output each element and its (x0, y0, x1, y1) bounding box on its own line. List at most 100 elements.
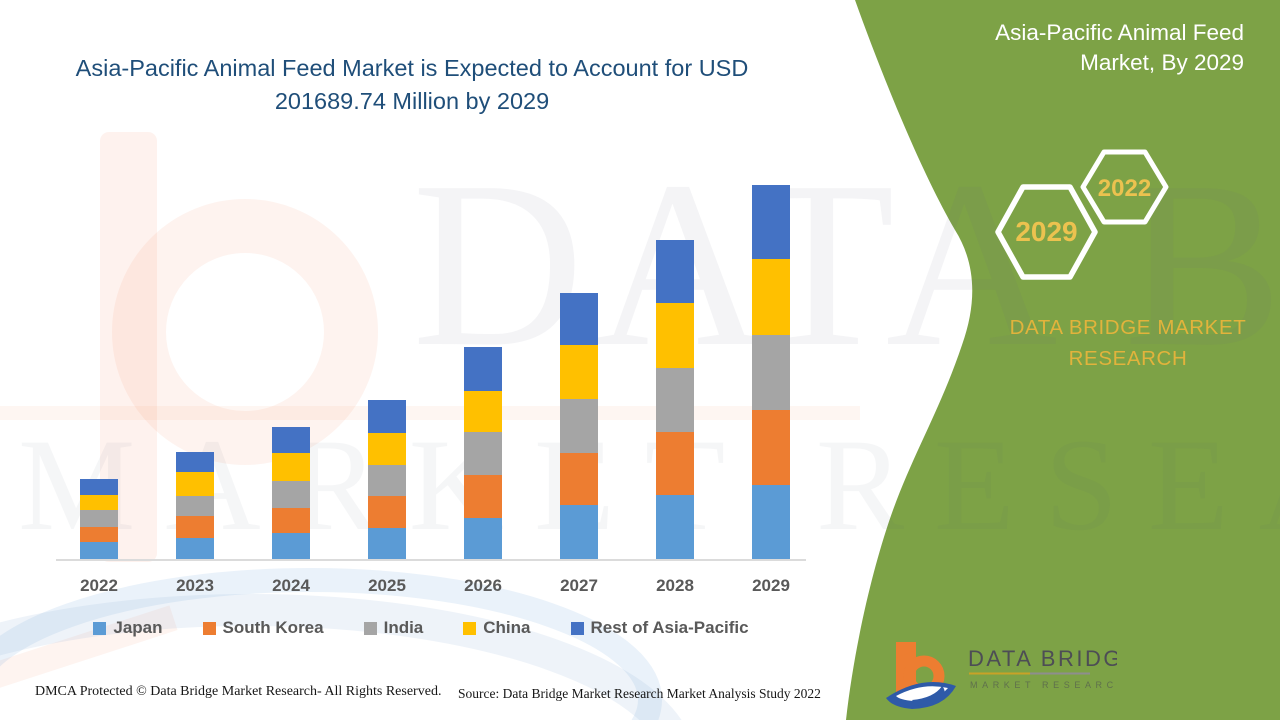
legend-swatch-india (363, 621, 377, 635)
bar-2028-segment-south-korea (656, 431, 694, 496)
brand-wordmark: DATA BRIDGE MARKET RESEARCH (990, 312, 1266, 374)
bar-2023-segment-india (176, 495, 214, 516)
bar-2023-segment-south-korea (176, 515, 214, 539)
panel-heading: Asia-Pacific Animal Feed Market, By 2029 (914, 18, 1244, 78)
bar-2022-segment-india (80, 509, 118, 528)
bar-2024-segment-rest-of-asia-pacific (272, 426, 310, 454)
bar-2028 (656, 239, 694, 559)
hexagon-2022: 2022 (1080, 149, 1169, 225)
bar-2028-segment-japan (656, 495, 694, 559)
bar-2023-segment-japan (176, 538, 214, 559)
x-axis-label-2027: 2027 (560, 576, 598, 595)
footer-dmca: DMCA Protected © Data Bridge Market Rese… (35, 684, 442, 699)
legend-label-south-korea: South Korea (222, 618, 324, 637)
bar-2024-segment-india (272, 481, 310, 508)
panel-heading-line1: Asia-Pacific Animal Feed (995, 20, 1244, 45)
x-axis-label-2026: 2026 (464, 576, 502, 595)
bar-2029-segment-india (752, 334, 790, 411)
x-axis-label-2028: 2028 (656, 576, 694, 595)
bar-2028-segment-india (656, 368, 694, 432)
bar-2025-segment-china (368, 433, 406, 466)
bar-slot-2024 (243, 179, 339, 559)
bar-2022-segment-japan (80, 542, 118, 559)
legend-item-japan: Japan (93, 618, 163, 638)
footer-source: Source: Data Bridge Market Research Mark… (458, 686, 821, 701)
bar-2026 (464, 347, 502, 559)
bar-2025 (368, 399, 406, 559)
x-axis-label-2023: 2023 (176, 576, 214, 595)
bar-2022-segment-rest-of-asia-pacific (80, 479, 118, 495)
bar-2023-segment-china (176, 472, 214, 496)
bar-2024-segment-china (272, 453, 310, 482)
bar-2026-segment-south-korea (464, 475, 502, 518)
peach-b-watermark (0, 132, 860, 699)
bar-2024-segment-japan (272, 533, 310, 559)
bar-2029-segment-japan (752, 484, 790, 559)
legend: Japan South Korea India China Rest of Asia-P… (51, 618, 791, 638)
bar-2025-segment-south-korea (368, 495, 406, 529)
bar-2026-segment-japan (464, 517, 502, 559)
legend-item-india: India (363, 618, 424, 638)
bar-2025-segment-japan (368, 528, 406, 559)
brand-wordmark-line1: DATA BRIDGE MARKET (1009, 316, 1247, 339)
bar-slot-2027 (531, 179, 627, 559)
legend-swatch-china (463, 621, 477, 635)
legend-item-south-korea: South Korea (202, 618, 324, 638)
chart-title-line1: Asia-Pacific Animal Feed Market is Expec… (75, 55, 749, 81)
logo-tagline: MARKET RESEARCH (970, 680, 1117, 690)
bar-slot-2026 (435, 179, 531, 559)
bar-slot-2022 (51, 179, 147, 559)
legend-swatch-rest-of-asia-pacific (570, 621, 584, 635)
logo-b-icon (886, 642, 956, 709)
hexagon-2029: 2029 (995, 184, 1098, 280)
bar-slot-2029 (723, 179, 819, 559)
legend-swatch-japan (93, 621, 107, 635)
bar-2027-segment-south-korea (560, 453, 598, 505)
bar-2028-segment-rest-of-asia-pacific (656, 239, 694, 304)
x-axis-label-2022: 2022 (80, 576, 118, 595)
bar-2025-segment-india (368, 465, 406, 496)
brand-wordmark-line2: RESEARCH (1068, 347, 1188, 370)
bar-2026-segment-rest-of-asia-pacific (464, 347, 502, 392)
logo-name: DATA BRIDGE (968, 646, 1117, 671)
bar-2024 (272, 426, 310, 559)
bar-2022-segment-south-korea (80, 527, 118, 543)
legend-label-india: India (383, 618, 424, 637)
bar-2023-segment-rest-of-asia-pacific (176, 451, 214, 473)
logo-text: DATA BRIDGE MARKET RESEARCH (968, 646, 1117, 690)
year-hexagons: 2029 2022 (995, 149, 1169, 280)
bar-2025-segment-rest-of-asia-pacific (368, 399, 406, 434)
bar-2024-segment-south-korea (272, 508, 310, 533)
x-axis-label-2025: 2025 (368, 576, 406, 595)
bar-2022 (80, 479, 118, 559)
x-axis-labels: 2022 2023 2024 2025 2026 2027 2028 2029 (51, 576, 819, 596)
bar-2027-segment-rest-of-asia-pacific (560, 292, 598, 346)
bar-2026-segment-china (464, 391, 502, 433)
legend-label-china: China (483, 618, 531, 637)
chart-title: Asia-Pacific Animal Feed Market is Expec… (40, 52, 784, 118)
bar-slot-2023 (147, 179, 243, 559)
blue-swoosh-watermark (0, 568, 682, 720)
bar-2029-segment-south-korea (752, 410, 790, 485)
chart-title-line2: 201689.74 Million by 2029 (274, 88, 550, 114)
bar-2027-segment-japan (560, 504, 598, 559)
panel-heading-line2: Market, By 2029 (1080, 50, 1244, 75)
bar-2029-segment-china (752, 259, 790, 335)
bar-slot-2028 (627, 179, 723, 559)
legend-label-japan: Japan (113, 618, 163, 637)
x-axis-label-2024: 2024 (272, 576, 310, 595)
x-axis-label-2029: 2029 (752, 576, 790, 595)
bar-2029 (752, 185, 790, 559)
legend-item-rest-of-asia-pacific: Rest of Asia-Pacific (570, 618, 749, 638)
bar-2027 (560, 292, 598, 559)
bar-2027-segment-china (560, 345, 598, 400)
bar-2027-segment-india (560, 399, 598, 454)
bar-2022-segment-china (80, 494, 118, 510)
legend-label-rest-of-asia-pacific: Rest of Asia-Pacific (590, 618, 749, 637)
databridge-logo: DATA BRIDGE MARKET RESEARCH (886, 642, 1117, 709)
bar-2028-segment-china (656, 303, 694, 369)
bar-2023 (176, 451, 214, 559)
plot-area (51, 179, 819, 559)
